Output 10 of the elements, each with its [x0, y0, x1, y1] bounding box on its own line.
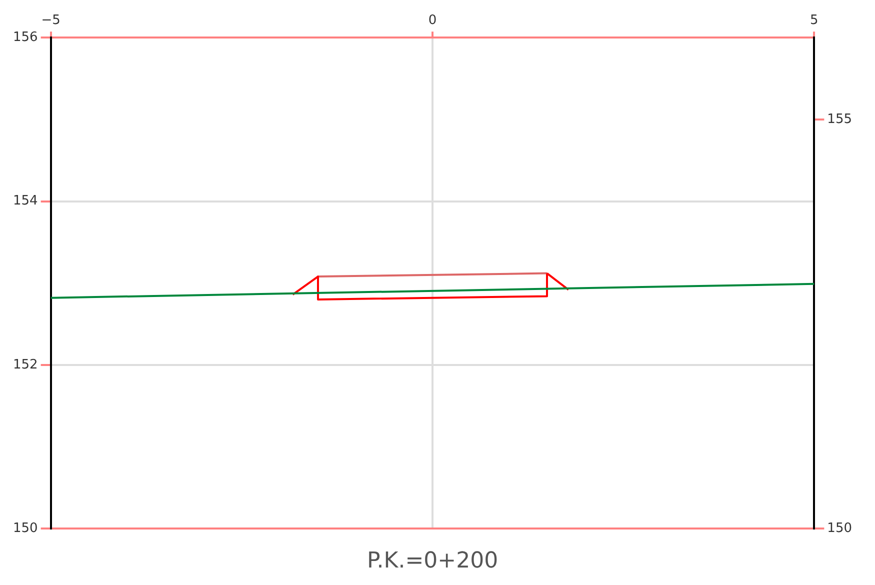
- y-tick-label: 152: [12, 357, 38, 372]
- y-tick-label: 154: [12, 194, 38, 209]
- y-tick-label: 150: [12, 520, 38, 536]
- y2-tick-label: 150: [827, 520, 852, 536]
- x-tick-label: 5: [810, 13, 818, 28]
- text: P.K.=0+200: [366, 548, 498, 574]
- x-tick-label: 0: [428, 13, 437, 28]
- y2-tick-label: 155: [827, 112, 852, 127]
- x-tick-label: −5: [41, 13, 60, 28]
- y-tick-label: 156: [12, 30, 38, 45]
